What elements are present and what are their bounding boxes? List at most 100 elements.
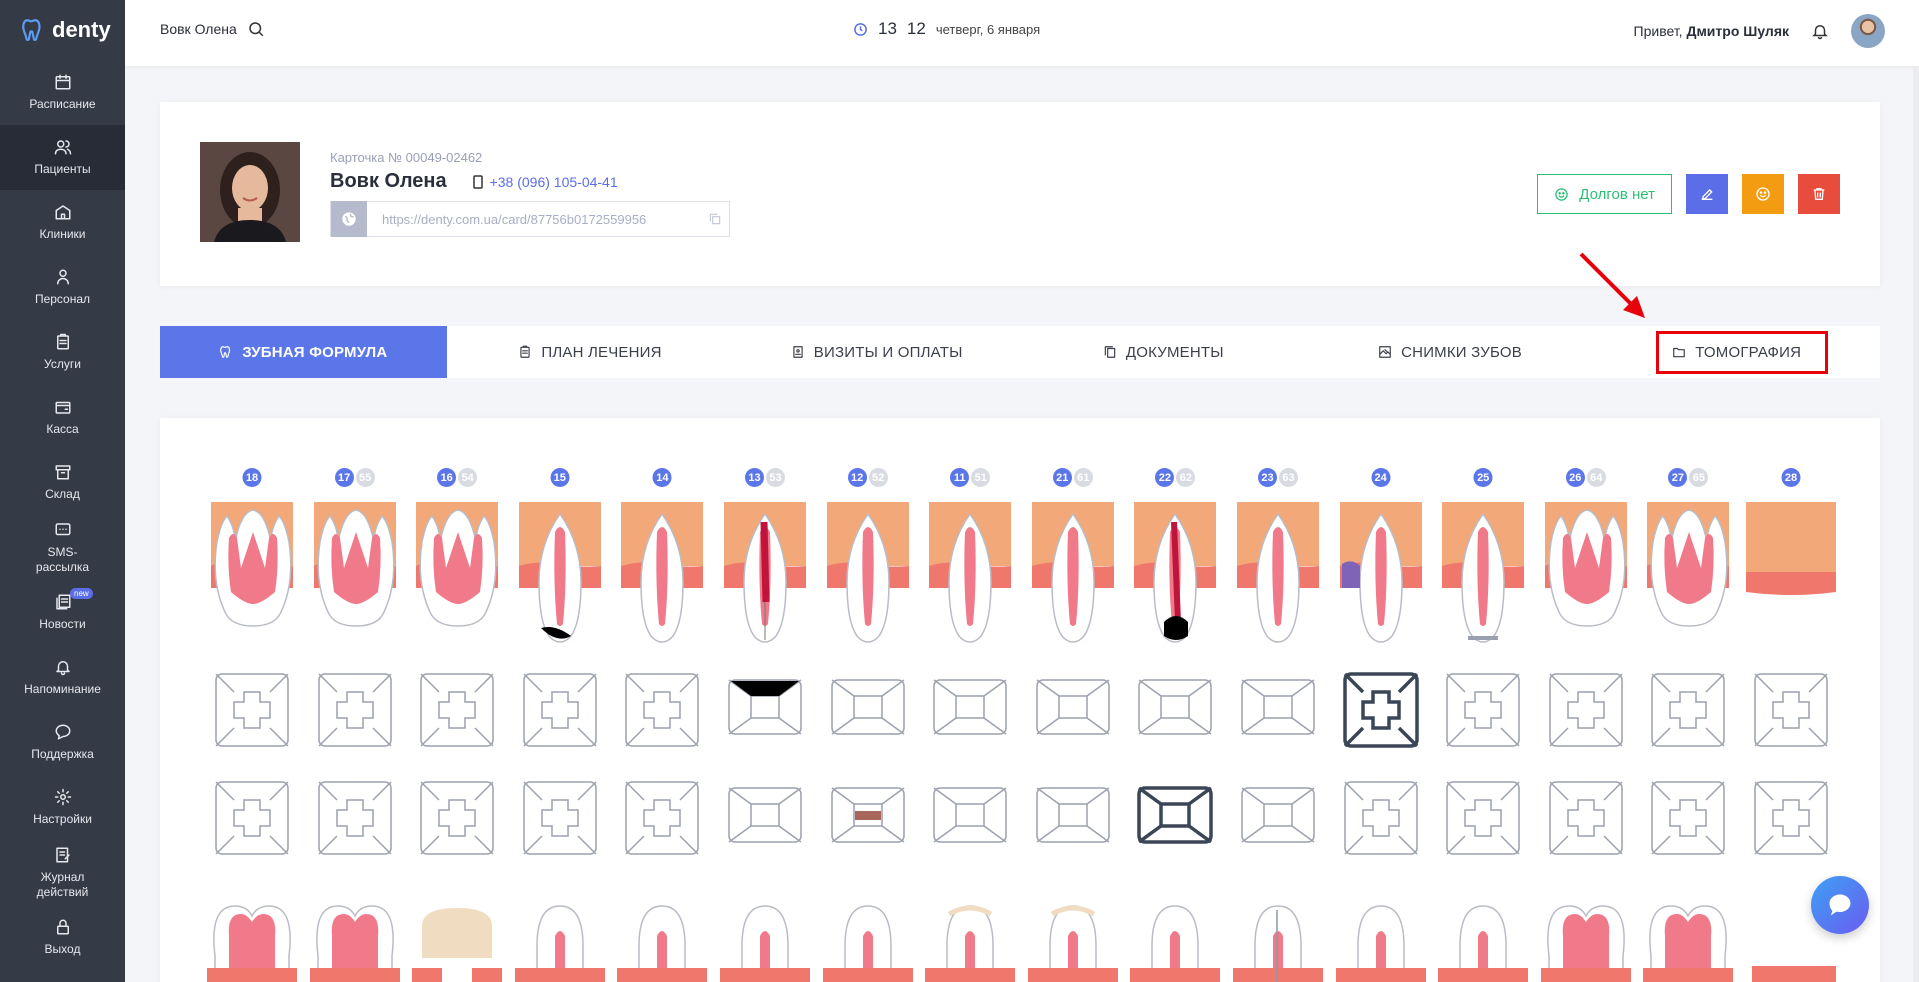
tooth-number-badge[interactable]: 22 62 bbox=[1155, 468, 1196, 487]
tooth-number-badge[interactable]: 12 52 bbox=[847, 468, 888, 487]
patient-phone[interactable]: +38 (096) 105-04-41 bbox=[472, 173, 618, 190]
tooth-upper[interactable] bbox=[823, 502, 913, 682]
tooth-surface-diagram[interactable] bbox=[520, 778, 600, 863]
tooth-number-badge[interactable]: 27 65 bbox=[1668, 468, 1709, 487]
copy-icon[interactable] bbox=[701, 212, 729, 226]
tooth-surface-diagram[interactable] bbox=[212, 670, 292, 755]
tooth-number-badge[interactable]: 23 63 bbox=[1258, 468, 1298, 487]
sidebar-item-staff[interactable]: Персонал bbox=[0, 255, 125, 320]
tooth-surface-diagram[interactable] bbox=[1033, 778, 1113, 863]
tooth-lower[interactable] bbox=[925, 896, 1016, 982]
sidebar-item-users[interactable]: Пациенты bbox=[0, 125, 125, 190]
tooth-surface-diagram[interactable] bbox=[315, 670, 395, 755]
tooth-surface-diagram[interactable] bbox=[930, 670, 1010, 755]
tooth-upper[interactable] bbox=[720, 502, 810, 682]
tooth-number-badge[interactable]: 11 51 bbox=[950, 468, 991, 487]
delete-button[interactable] bbox=[1798, 174, 1840, 214]
tooth-lower[interactable] bbox=[1027, 896, 1118, 982]
tooth-upper[interactable] bbox=[1438, 502, 1528, 682]
tooth-surface-diagram[interactable] bbox=[1751, 778, 1831, 863]
sidebar-item-gear[interactable]: Настройки bbox=[0, 775, 125, 840]
tooth-number-badge[interactable]: 16 54 bbox=[437, 468, 478, 487]
tooth-lower[interactable] bbox=[514, 896, 605, 982]
tooth-surface-diagram[interactable] bbox=[622, 670, 702, 755]
tooth-lower[interactable] bbox=[1233, 896, 1323, 982]
current-patient-name[interactable]: Вовк Олена bbox=[160, 21, 237, 37]
tab-image[interactable]: СНИМКИ ЗУБОВ bbox=[1307, 326, 1594, 378]
sidebar-item-journal[interactable]: Журнал действий bbox=[0, 840, 125, 905]
tooth-surface-diagram[interactable] bbox=[930, 778, 1010, 863]
tooth-lower[interactable] bbox=[720, 896, 810, 982]
tooth-upper[interactable] bbox=[1746, 502, 1836, 682]
tooth-upper[interactable] bbox=[1643, 502, 1733, 682]
tooth-lower[interactable] bbox=[1335, 896, 1426, 982]
tooth-surface-diagram[interactable] bbox=[1546, 670, 1626, 755]
tooth-surface-diagram[interactable] bbox=[828, 778, 908, 863]
tooth-surface-diagram[interactable] bbox=[1751, 670, 1831, 755]
sidebar-item-archive[interactable]: Склад bbox=[0, 450, 125, 515]
tooth-lower[interactable] bbox=[1643, 896, 1734, 982]
tooth-surface-diagram[interactable] bbox=[315, 778, 395, 863]
tooth-upper[interactable] bbox=[412, 502, 502, 682]
tooth-number-badge[interactable]: 24 bbox=[1371, 468, 1391, 487]
tooth-upper[interactable] bbox=[1028, 502, 1118, 682]
tooth-lower[interactable] bbox=[1746, 896, 1836, 982]
card-link-input[interactable] bbox=[367, 202, 701, 236]
tooth-surface-diagram[interactable] bbox=[1135, 670, 1215, 755]
tooth-upper[interactable] bbox=[310, 502, 400, 682]
tooth-lower[interactable] bbox=[1540, 896, 1631, 982]
tooth-upper[interactable] bbox=[617, 502, 707, 682]
tooth-lower[interactable] bbox=[1438, 896, 1529, 982]
tab-documents[interactable]: ДОКУМЕНТЫ bbox=[1020, 326, 1307, 378]
tooth-surface-diagram[interactable] bbox=[520, 670, 600, 755]
sidebar-item-news[interactable]: Новости new bbox=[0, 580, 125, 645]
tooth-number-badge[interactable]: 18 bbox=[242, 468, 262, 487]
tooth-lower[interactable] bbox=[617, 896, 708, 982]
tooth-surface-diagram[interactable] bbox=[1648, 778, 1728, 863]
tooth-surface-diagram[interactable] bbox=[417, 670, 497, 755]
patient-phone-number[interactable]: +38 (096) 105-04-41 bbox=[489, 173, 618, 190]
tooth-surface-diagram[interactable] bbox=[1443, 670, 1523, 755]
tooth-surface-diagram[interactable] bbox=[828, 670, 908, 755]
sidebar-item-calendar[interactable]: Расписание bbox=[0, 60, 125, 125]
tooth-number-badge[interactable]: 26 64 bbox=[1565, 468, 1606, 487]
tooth-surface-diagram[interactable] bbox=[1341, 670, 1421, 755]
tooth-surface-diagram[interactable] bbox=[1341, 778, 1421, 863]
sidebar-item-wallet[interactable]: Касса bbox=[0, 385, 125, 450]
tooth-surface-diagram[interactable] bbox=[1546, 778, 1626, 863]
tooth-surface-diagram[interactable] bbox=[1033, 670, 1113, 755]
bell-icon[interactable] bbox=[1811, 22, 1829, 40]
sidebar-item-chat[interactable]: Поддержка bbox=[0, 710, 125, 775]
tooth-number-badge[interactable]: 14 bbox=[652, 468, 672, 487]
sidebar-item-bell[interactable]: Напоминание bbox=[0, 645, 125, 710]
tooth-lower[interactable] bbox=[309, 896, 400, 982]
tooth-upper[interactable] bbox=[515, 502, 605, 682]
tooth-upper[interactable] bbox=[925, 502, 1015, 682]
smile-button[interactable] bbox=[1742, 174, 1784, 214]
tooth-number-badge[interactable]: 17 55 bbox=[334, 468, 375, 487]
tooth-surface-diagram[interactable] bbox=[725, 670, 805, 755]
tooth-surface-diagram[interactable] bbox=[1238, 778, 1318, 863]
sidebar-item-clipboard[interactable]: Услуги bbox=[0, 320, 125, 385]
tooth-lower[interactable] bbox=[207, 896, 297, 982]
tooth-surface-diagram[interactable] bbox=[1443, 778, 1523, 863]
tooth-surface-diagram[interactable] bbox=[212, 778, 292, 863]
tab-folder[interactable]: ТОМОГРАФИЯ bbox=[1593, 326, 1880, 378]
tooth-number-badge[interactable]: 13 53 bbox=[745, 468, 785, 487]
tooth-surface-diagram[interactable] bbox=[622, 778, 702, 863]
no-debt-button[interactable]: Долгов нет bbox=[1537, 174, 1672, 214]
tooth-number-badge[interactable]: 15 bbox=[550, 468, 570, 487]
tooth-upper[interactable] bbox=[1336, 502, 1426, 682]
tab-tooth[interactable]: ЗУБНАЯ ФОРМУЛА bbox=[160, 326, 447, 378]
sidebar-item-clinic[interactable]: Клиники bbox=[0, 190, 125, 255]
tooth-number-badge[interactable]: 25 bbox=[1473, 468, 1493, 487]
tab-clipboard[interactable]: ПЛАН ЛЕЧЕНИЯ bbox=[447, 326, 734, 378]
tooth-upper[interactable] bbox=[1541, 502, 1631, 682]
tooth-lower[interactable] bbox=[1130, 896, 1221, 982]
tooth-upper[interactable] bbox=[1130, 502, 1220, 682]
tooth-surface-diagram[interactable] bbox=[417, 778, 497, 863]
tooth-upper[interactable] bbox=[207, 502, 297, 682]
tooth-lower[interactable] bbox=[412, 896, 503, 982]
tooth-surface-diagram[interactable] bbox=[725, 778, 805, 863]
tooth-surface-diagram[interactable] bbox=[1238, 670, 1318, 755]
